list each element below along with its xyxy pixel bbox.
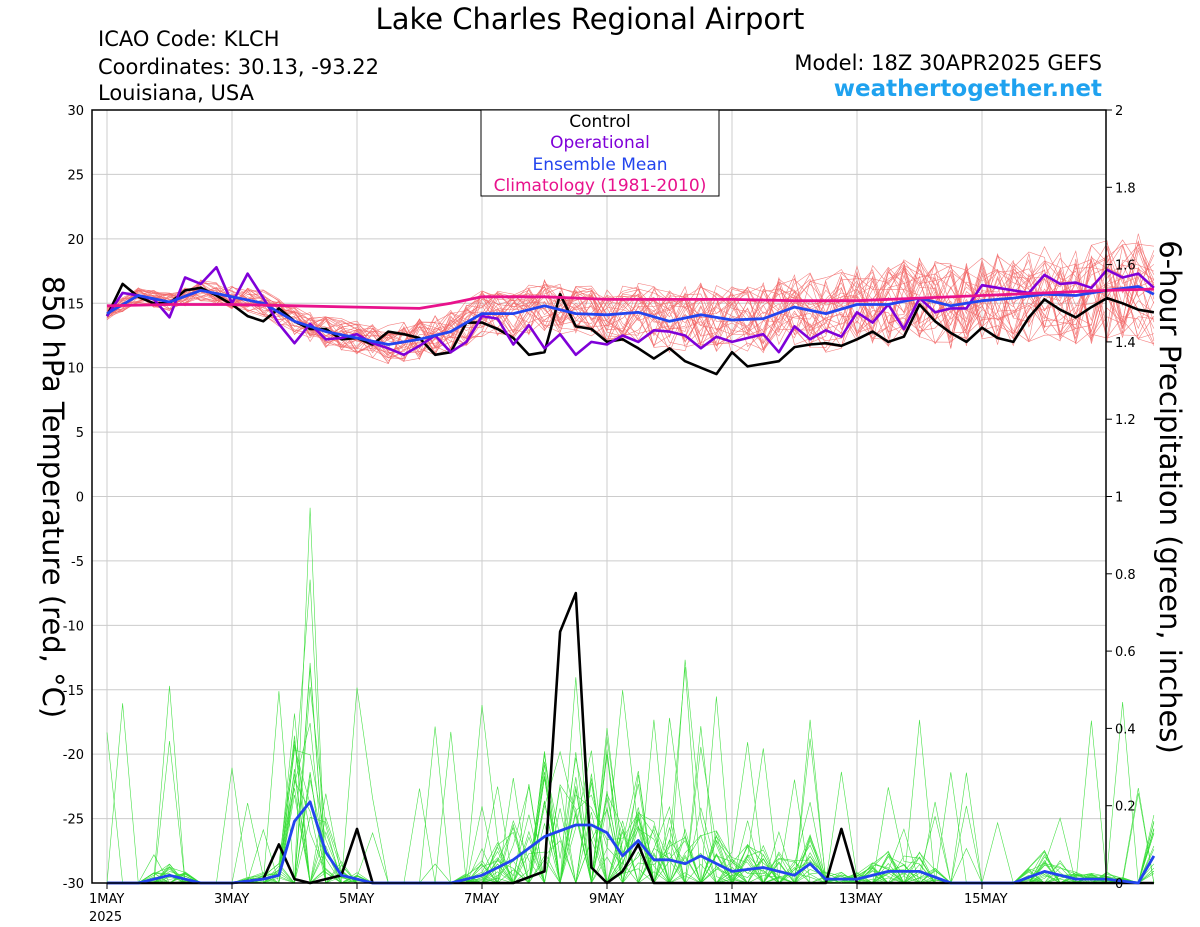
temp-member-line: [106, 254, 1155, 358]
temp-member-line: [106, 242, 1155, 356]
y-tick-label: 15: [67, 297, 84, 312]
legend-climatology: Climatology (1981-2010): [494, 176, 707, 196]
y2-tick-label: 0.2: [1115, 800, 1136, 815]
temp-member-line: [106, 245, 1155, 354]
y-tick-label: -15: [63, 684, 84, 699]
precip-member-line: [107, 750, 1154, 884]
legend: Control Operational Ensemble Mean Climat…: [480, 109, 720, 197]
y-tick-label: -10: [63, 619, 84, 634]
y-tick-label: -20: [63, 748, 84, 763]
y2-tick-label: 0.6: [1115, 645, 1136, 660]
x-tick-label: 15MAY: [964, 892, 1008, 907]
precip-member-line: [107, 746, 1154, 884]
x-tick-label: 1MAY: [89, 892, 124, 907]
precip-member-line: [107, 746, 1155, 885]
temp-ensemble-mean-line: [106, 285, 1155, 346]
y2-tick-label: 1.8: [1115, 181, 1136, 196]
x-tick-label: 5MAY: [339, 892, 374, 907]
temp-operational-line: [105, 265, 1155, 357]
legend-control: Control: [569, 112, 630, 132]
temp-control-line: [105, 282, 1155, 376]
temp-member-line: [106, 240, 1155, 363]
chart-title: Lake Charles Regional Airport: [375, 2, 805, 36]
temp-member-line: [106, 260, 1155, 356]
axes: 302520151050-5-10-15-20-25-3021.81.61.41…: [63, 104, 1136, 925]
y-tick-label: 0: [76, 491, 84, 506]
precip-ensemble-mean-line: [107, 800, 1156, 885]
y-axis-label-left: 850 hPa Temperature (red, °C): [36, 276, 70, 718]
y-tick-label: 25: [67, 168, 84, 183]
x-tick-label: 9MAY: [589, 892, 624, 907]
model-run: Model: 18Z 30APR2025 GEFS: [794, 51, 1102, 75]
precip-member-line: [107, 687, 1155, 884]
temp-member-line: [106, 250, 1155, 364]
x-tick-label: 13MAY: [839, 892, 883, 907]
y-tick-label: 5: [76, 426, 84, 441]
series-lines: [105, 265, 1156, 885]
icao-code: ICAO Code: KLCH: [98, 27, 280, 51]
y-tick-label: -30: [63, 877, 84, 892]
temp-member-line: [106, 258, 1155, 364]
y2-tick-label: 1.2: [1115, 413, 1136, 428]
y2-tick-label: 1.6: [1115, 259, 1136, 274]
legend-box: [480, 109, 720, 197]
y2-tick-label: 2: [1115, 104, 1123, 119]
x-tick-label: 3MAY: [214, 892, 249, 907]
y-tick-label: -5: [71, 555, 84, 570]
temp-member-line: [106, 262, 1155, 360]
precip-member-line: [107, 743, 1154, 885]
y-tick-label: 20: [67, 233, 84, 248]
ensemble-members: [106, 233, 1155, 885]
x-tick-label: 11MAY: [714, 892, 758, 907]
temp-member-line: [106, 267, 1155, 356]
y-axis-label-right: 6-hour Precipitation (green, inches): [1153, 240, 1187, 754]
coordinates: Coordinates: 30.13, -93.22: [98, 55, 379, 79]
y2-tick-label: 1: [1115, 491, 1123, 506]
location: Louisiana, USA: [98, 81, 254, 105]
precip-member-line: [107, 687, 1155, 884]
grid: [92, 109, 1106, 884]
y-tick-label: 30: [67, 104, 84, 119]
precip-member-line: [107, 691, 1155, 884]
legend-operational: Operational: [550, 133, 650, 153]
y2-tick-label: 0: [1115, 877, 1123, 892]
x-year-label: 2025: [89, 910, 122, 925]
temp-climatology-1981-2010-line: [106, 287, 1154, 310]
y-tick-label: 10: [67, 362, 84, 377]
y2-tick-label: 1.4: [1115, 336, 1136, 351]
y2-tick-label: 0.8: [1115, 568, 1136, 583]
x-tick-label: 7MAY: [464, 892, 499, 907]
y-tick-label: -25: [63, 813, 84, 828]
y2-tick-label: 0.4: [1115, 722, 1136, 737]
legend-ensemble-mean: Ensemble Mean: [532, 155, 667, 175]
site-link[interactable]: weathertogether.net: [833, 76, 1102, 102]
precip-member-line: [107, 742, 1154, 884]
precip-member-line: [107, 685, 1155, 885]
precip-member-line: [107, 748, 1154, 885]
